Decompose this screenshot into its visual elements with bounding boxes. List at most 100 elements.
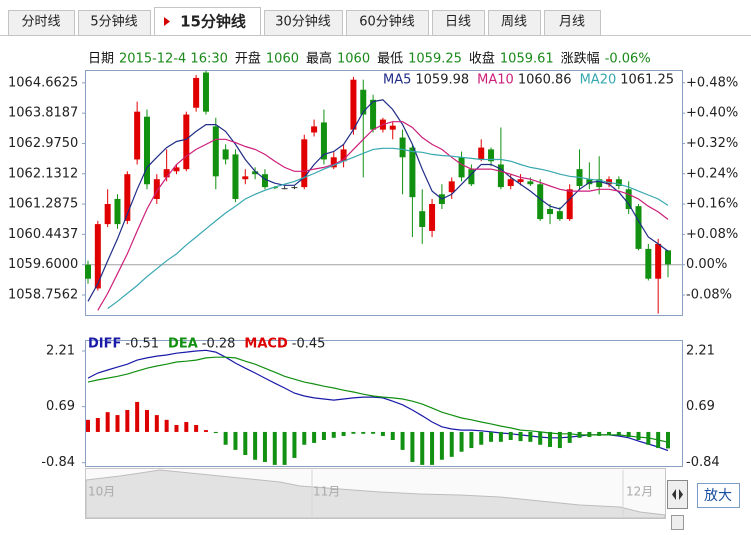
info-label: 日期 <box>88 52 114 67</box>
candle-body <box>85 264 91 279</box>
macd-bar <box>213 431 218 434</box>
candle-body <box>153 179 160 199</box>
candle-body <box>448 181 455 193</box>
y-tick-label: 1060.4437 <box>8 227 78 242</box>
tab-label: 15分钟线 <box>180 13 246 31</box>
y-tick-label: 1063.8187 <box>8 106 78 121</box>
navigator-area <box>85 469 666 519</box>
scroll-right-icon <box>679 489 683 500</box>
legend-value: -0.45 <box>292 337 326 352</box>
tab[interactable] <box>264 10 343 36</box>
tab-label: 60分钟线 <box>359 14 415 30</box>
info-label: 涨跌幅 <box>561 51 600 67</box>
info-value: -0.06% <box>605 52 651 67</box>
macd-bar <box>331 431 336 438</box>
candle-body <box>202 72 209 112</box>
legend-value: 1061.25 <box>620 73 674 88</box>
info-value: 1059.61 <box>500 52 554 67</box>
macd-bar <box>557 431 562 449</box>
tab[interactable] <box>544 10 601 36</box>
ma-line <box>87 99 669 302</box>
macd-bar <box>253 431 258 460</box>
y2-tick-label: +0.24% <box>686 166 738 181</box>
candle-body <box>625 189 632 210</box>
tab[interactable] <box>8 10 75 36</box>
candle-body <box>301 139 308 188</box>
navigator-label: 11月 <box>313 485 340 499</box>
legend-name: MA20 <box>580 73 617 88</box>
tab[interactable] <box>488 10 541 36</box>
y-tick-label: 1062.1312 <box>8 166 78 181</box>
scroll-left-icon <box>672 489 676 500</box>
macd-bar <box>272 431 277 465</box>
candle-body <box>586 179 593 185</box>
navigator-scroll-button[interactable] <box>667 480 688 509</box>
tab[interactable] <box>432 10 485 36</box>
candle-body <box>497 164 504 188</box>
legend-value: 1060.86 <box>518 73 572 88</box>
macd-bar <box>312 431 317 443</box>
info-value: 1059.25 <box>408 52 462 67</box>
candle-body <box>478 147 485 160</box>
candle-body <box>556 211 563 220</box>
candle-body <box>281 188 288 190</box>
candle-body <box>173 167 180 172</box>
macd-bar <box>459 431 464 452</box>
candle-body <box>183 114 190 170</box>
tab[interactable] <box>346 10 429 36</box>
y2-tick-label: +0.32% <box>686 136 738 151</box>
candle-body <box>193 77 200 108</box>
ma-line <box>107 147 669 309</box>
tab[interactable] <box>78 10 151 36</box>
tab-label: 月线 <box>559 15 585 30</box>
y-tick-label: 1061.2875 <box>8 197 78 212</box>
macd-bar <box>125 409 130 432</box>
macd-bar <box>380 431 385 436</box>
navigator-handle[interactable] <box>671 515 684 530</box>
macd-bar <box>597 431 602 436</box>
candle-body <box>320 122 327 160</box>
candle-body <box>429 203 436 231</box>
candle-body <box>409 147 416 198</box>
macd-bar <box>302 431 307 445</box>
info-label: 最高 <box>306 51 332 67</box>
legend-name: DIFF <box>88 337 121 352</box>
candle-body <box>596 179 603 188</box>
macd-bar <box>518 431 523 442</box>
zoom-button[interactable] <box>697 483 740 508</box>
candle-body <box>242 176 249 180</box>
macd-bar <box>616 431 621 435</box>
macd-bar <box>164 419 169 432</box>
macd-bar <box>115 415 120 432</box>
info-value: 1060 <box>337 52 370 67</box>
candle-body <box>163 169 170 178</box>
macd-bar <box>194 424 199 432</box>
y-tick-label: 0.69 <box>46 399 75 414</box>
candle-body <box>458 157 465 178</box>
candle-body <box>468 169 475 185</box>
macd-bar <box>174 424 179 432</box>
candle-body <box>389 125 396 130</box>
legend-value: -0.51 <box>125 337 159 352</box>
candle-body <box>124 174 131 221</box>
macd-bar <box>203 430 208 432</box>
macd-bar <box>184 422 189 432</box>
y2-tick-label: +0.08% <box>686 227 738 242</box>
tab[interactable] <box>154 7 261 36</box>
candle-body <box>537 184 544 220</box>
legend-value: 1059.98 <box>415 73 469 88</box>
macd-bar <box>548 431 553 447</box>
macd-bar <box>390 431 395 440</box>
legend-name: MA5 <box>383 73 411 88</box>
candle-body <box>527 181 534 185</box>
macd-bar <box>361 431 366 434</box>
macd-bar <box>400 431 405 450</box>
macd-bar <box>666 431 670 449</box>
candle-body <box>350 79 357 130</box>
macd-bar <box>105 412 110 432</box>
macd-bar <box>508 431 513 440</box>
info-value: 2015-12-4 16:30 <box>119 52 228 67</box>
y-tick-label: 1064.6625 <box>8 75 78 90</box>
